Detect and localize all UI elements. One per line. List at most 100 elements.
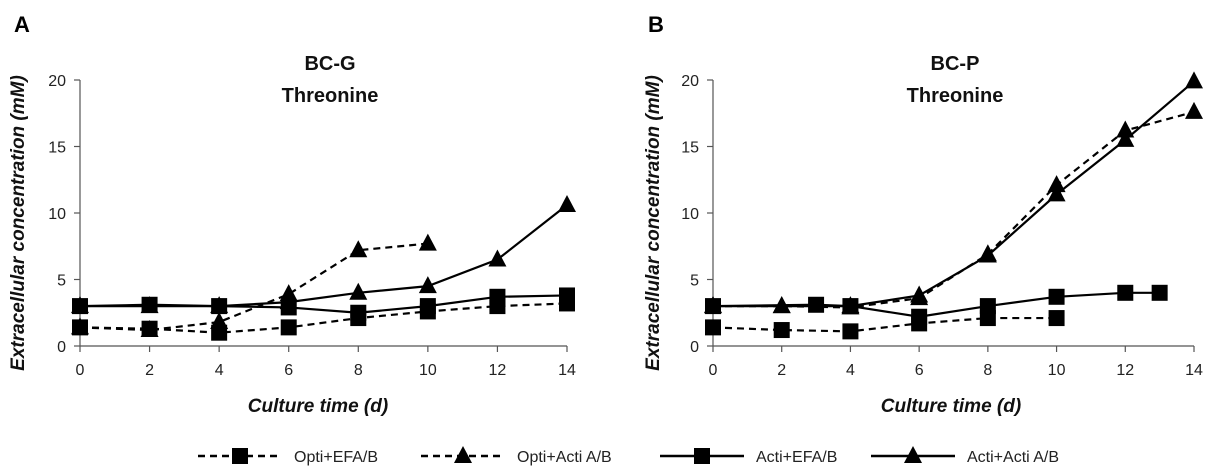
- series-acti-efa-b: [705, 284, 1168, 325]
- series-opti-efa-b: [705, 310, 1065, 340]
- series-opti-acti-a-b: [704, 101, 1203, 315]
- data-point-triangle: [418, 276, 437, 294]
- chart-subtitle: Threonine: [282, 85, 379, 107]
- x-axis-label: Culture time (d): [248, 396, 388, 417]
- series-line: [712, 316, 1057, 333]
- y-tick-label: 0: [690, 339, 699, 356]
- x-tick-label: 14: [1185, 362, 1203, 379]
- legend-label: Opti+EFA/B: [294, 449, 378, 466]
- data-point-triangle: [1047, 184, 1066, 202]
- data-point-triangle: [978, 245, 997, 263]
- data-point-triangle: [841, 296, 860, 314]
- x-tick-label: 4: [846, 362, 855, 379]
- data-point-triangle: [71, 317, 89, 335]
- series-opti-acti-a-b: [71, 233, 437, 338]
- x-tick-label: 6: [284, 362, 293, 379]
- data-point-square: [350, 304, 367, 321]
- x-tick-label: 10: [1048, 362, 1066, 379]
- x-tick-label: 2: [777, 362, 786, 379]
- panel-label: A: [14, 12, 30, 37]
- x-axis-label: Culture time (d): [881, 396, 1021, 417]
- chart-title: BC-G: [304, 53, 355, 75]
- data-point-triangle: [558, 195, 576, 213]
- y-tick-label: 0: [57, 339, 66, 356]
- y-tick-label: 15: [48, 140, 66, 157]
- legend: Opti+EFA/B Opti+Acti A/B Acti+EFA/B Acti+Ac…: [198, 446, 1059, 466]
- y-tick-label: 10: [681, 206, 699, 223]
- series-line: [713, 110, 1195, 309]
- x-tick-label: 8: [983, 362, 992, 379]
- data-point-triangle: [1185, 71, 1203, 89]
- data-point-triangle: [71, 296, 89, 314]
- y-tick-label: 20: [681, 73, 699, 90]
- data-point-triangle: [210, 296, 229, 314]
- legend-triangle-icon: [454, 446, 472, 463]
- y-tick-label: 10: [48, 206, 66, 223]
- legend-item: Acti+Acti A/B: [871, 446, 1059, 466]
- data-point-triangle: [349, 282, 368, 300]
- data-point-square: [419, 298, 436, 315]
- panel-label: B: [648, 12, 664, 37]
- legend-label: Acti+Acti A/B: [967, 449, 1059, 466]
- series-acti-acti-a-b: [71, 195, 576, 314]
- data-point-square: [773, 322, 790, 339]
- data-point-square: [280, 319, 297, 336]
- chart-subtitle: Threonine: [907, 85, 1004, 107]
- legend-label: Opti+Acti A/B: [517, 449, 612, 466]
- data-point-square: [979, 298, 996, 315]
- data-point-triangle: [140, 296, 159, 314]
- legend-label: Acti+EFA/B: [756, 449, 837, 466]
- data-point-triangle: [910, 285, 929, 303]
- x-tick-label: 12: [1116, 362, 1134, 379]
- series-line: [79, 242, 428, 332]
- x-tick-label: 10: [419, 362, 437, 379]
- data-point-square: [1151, 284, 1168, 301]
- data-point-square: [842, 323, 859, 340]
- y-tick-label: 5: [57, 273, 66, 290]
- series-line: [79, 294, 568, 314]
- legend-item: Opti+EFA/B: [198, 448, 378, 466]
- data-point-square: [705, 319, 721, 336]
- data-point-square: [1117, 284, 1134, 301]
- x-tick-label: 0: [76, 362, 85, 379]
- chart-panel-b: B 0 5 10 15 20 0 2 4 6 8 10 12 14 BC-P Threonine Culture…: [643, 12, 1203, 417]
- legend-triangle-icon: [904, 446, 922, 463]
- data-point-triangle: [210, 312, 229, 330]
- series-line: [79, 302, 568, 334]
- data-point-square: [559, 287, 575, 304]
- x-tick-label: 4: [215, 362, 224, 379]
- data-point-square: [489, 288, 506, 305]
- data-point-square: [1048, 288, 1065, 305]
- legend-item: Acti+EFA/B: [660, 448, 837, 466]
- data-point-triangle: [1185, 101, 1203, 119]
- data-point-square: [1048, 310, 1065, 327]
- data-point-triangle: [140, 320, 159, 338]
- data-point-square: [911, 308, 928, 325]
- chart-panel-a: A 0 5 10 15 20 0 2 4 6 8 10 12 14 BC-G Threonine Culture…: [8, 12, 576, 417]
- y-tick-label: 5: [690, 273, 699, 290]
- x-tick-label: 14: [558, 362, 576, 379]
- legend-square-icon: [232, 448, 248, 464]
- data-point-triangle: [1116, 120, 1135, 138]
- series-line: [80, 204, 568, 308]
- y-axis-label: Extracellular concentration (mM): [643, 75, 664, 371]
- legend-item: Opti+Acti A/B: [421, 446, 612, 466]
- y-tick-label: 20: [48, 73, 66, 90]
- x-tick-label: 0: [709, 362, 718, 379]
- data-point-triangle: [279, 292, 298, 310]
- series-line: [713, 80, 1195, 308]
- x-tick-label: 8: [354, 362, 363, 379]
- y-tick-label: 15: [681, 140, 699, 157]
- data-point-triangle: [488, 249, 507, 267]
- data-point-triangle: [349, 240, 368, 258]
- y-axis-label: Extracellular concentration (mM): [8, 75, 29, 371]
- series-acti-acti-a-b: [704, 71, 1203, 314]
- data-point-triangle: [772, 296, 791, 314]
- data-point-square: [808, 296, 825, 313]
- data-point-triangle: [1116, 129, 1135, 147]
- data-point-triangle: [704, 296, 722, 314]
- legend-square-icon: [694, 448, 710, 464]
- chart-title: BC-P: [931, 53, 980, 75]
- data-point-triangle: [1047, 175, 1066, 193]
